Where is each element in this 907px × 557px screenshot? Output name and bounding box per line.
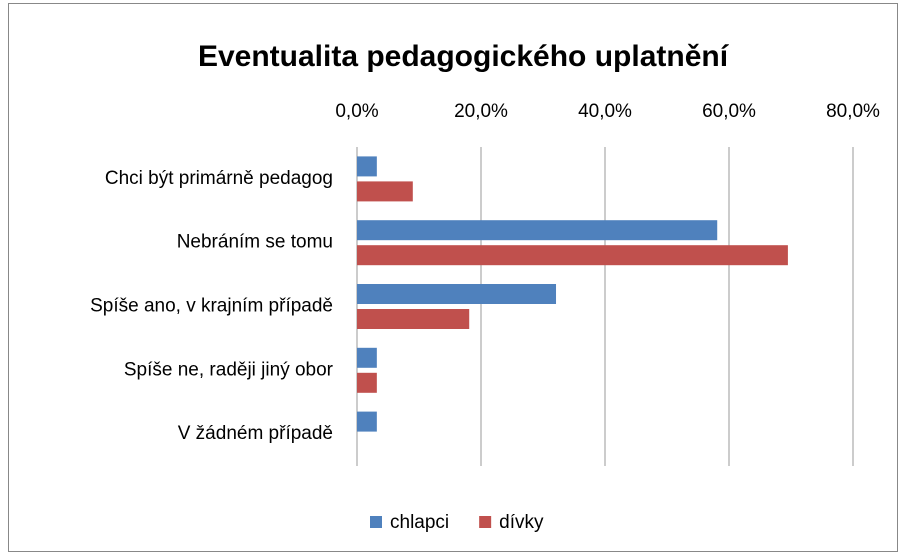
x-tick-label: 40,0% [578, 101, 632, 122]
x-tick-label: 20,0% [454, 101, 508, 122]
bar [357, 156, 377, 177]
bar [357, 181, 413, 202]
y-tick-label: V žádném případě [178, 423, 333, 444]
legend-label: dívky [499, 512, 544, 533]
bar [357, 220, 718, 241]
legend-swatch [479, 516, 492, 528]
bar [357, 347, 377, 368]
y-tick-label: Nebráním se tomu [177, 232, 333, 253]
x-tick-label: 60,0% [702, 101, 756, 122]
bar [357, 411, 377, 432]
chart-border [8, 3, 898, 552]
y-tick-label: Spíše ano, v krajním případě [90, 296, 333, 317]
x-tick-label: 0,0% [335, 101, 378, 122]
legend-swatch [370, 516, 382, 528]
x-tick-label: 80,0% [826, 101, 880, 122]
y-tick-label: Chci být primárně pedagog [105, 168, 333, 189]
bar [357, 372, 377, 393]
chart-title: Eventualita pedagogického uplatnění [198, 40, 730, 73]
bar [357, 284, 557, 304]
bar [357, 309, 470, 329]
y-tick-label: Spíše ne, raději jiný obor [124, 359, 334, 380]
bar [357, 245, 788, 266]
legend-label: chlapci [390, 512, 449, 533]
